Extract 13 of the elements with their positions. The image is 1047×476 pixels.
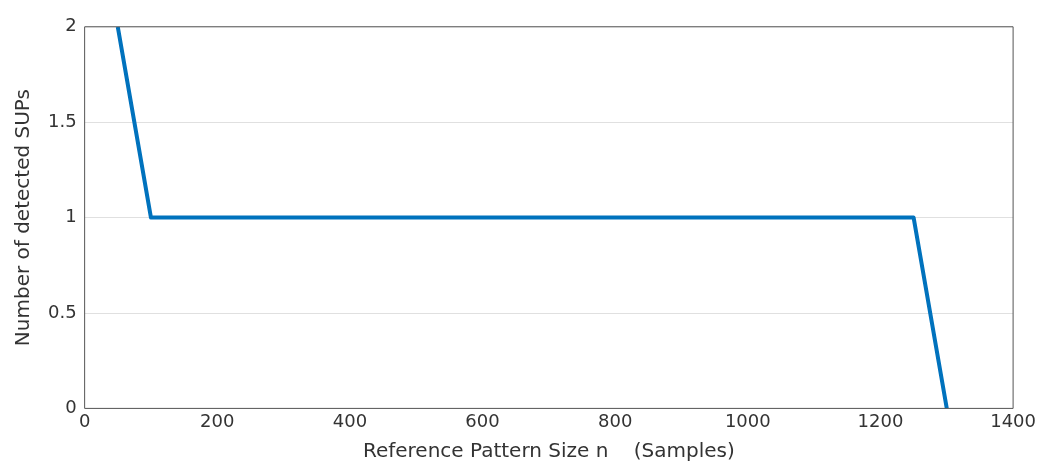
x-tick-label: 400 (332, 409, 368, 431)
y-tick-label: 1 (65, 205, 77, 227)
x-tick-label: 1400 (990, 409, 1036, 431)
x-tick-label: 600 (465, 409, 500, 431)
x-tick-label: 800 (598, 409, 633, 431)
x-tick-label: 1200 (857, 409, 904, 431)
x-tick-label: 1000 (724, 409, 771, 431)
x-tick-label: 200 (200, 409, 235, 431)
x-axis-title: Reference Pattern Size n (Samples) (362, 438, 735, 463)
y-tick-label: 1.5 (47, 109, 77, 131)
y-tick-label: 0.5 (47, 300, 77, 322)
y-axis-title: Number of detected SUPs (10, 89, 35, 347)
y-tick-label: 2 (65, 14, 77, 36)
